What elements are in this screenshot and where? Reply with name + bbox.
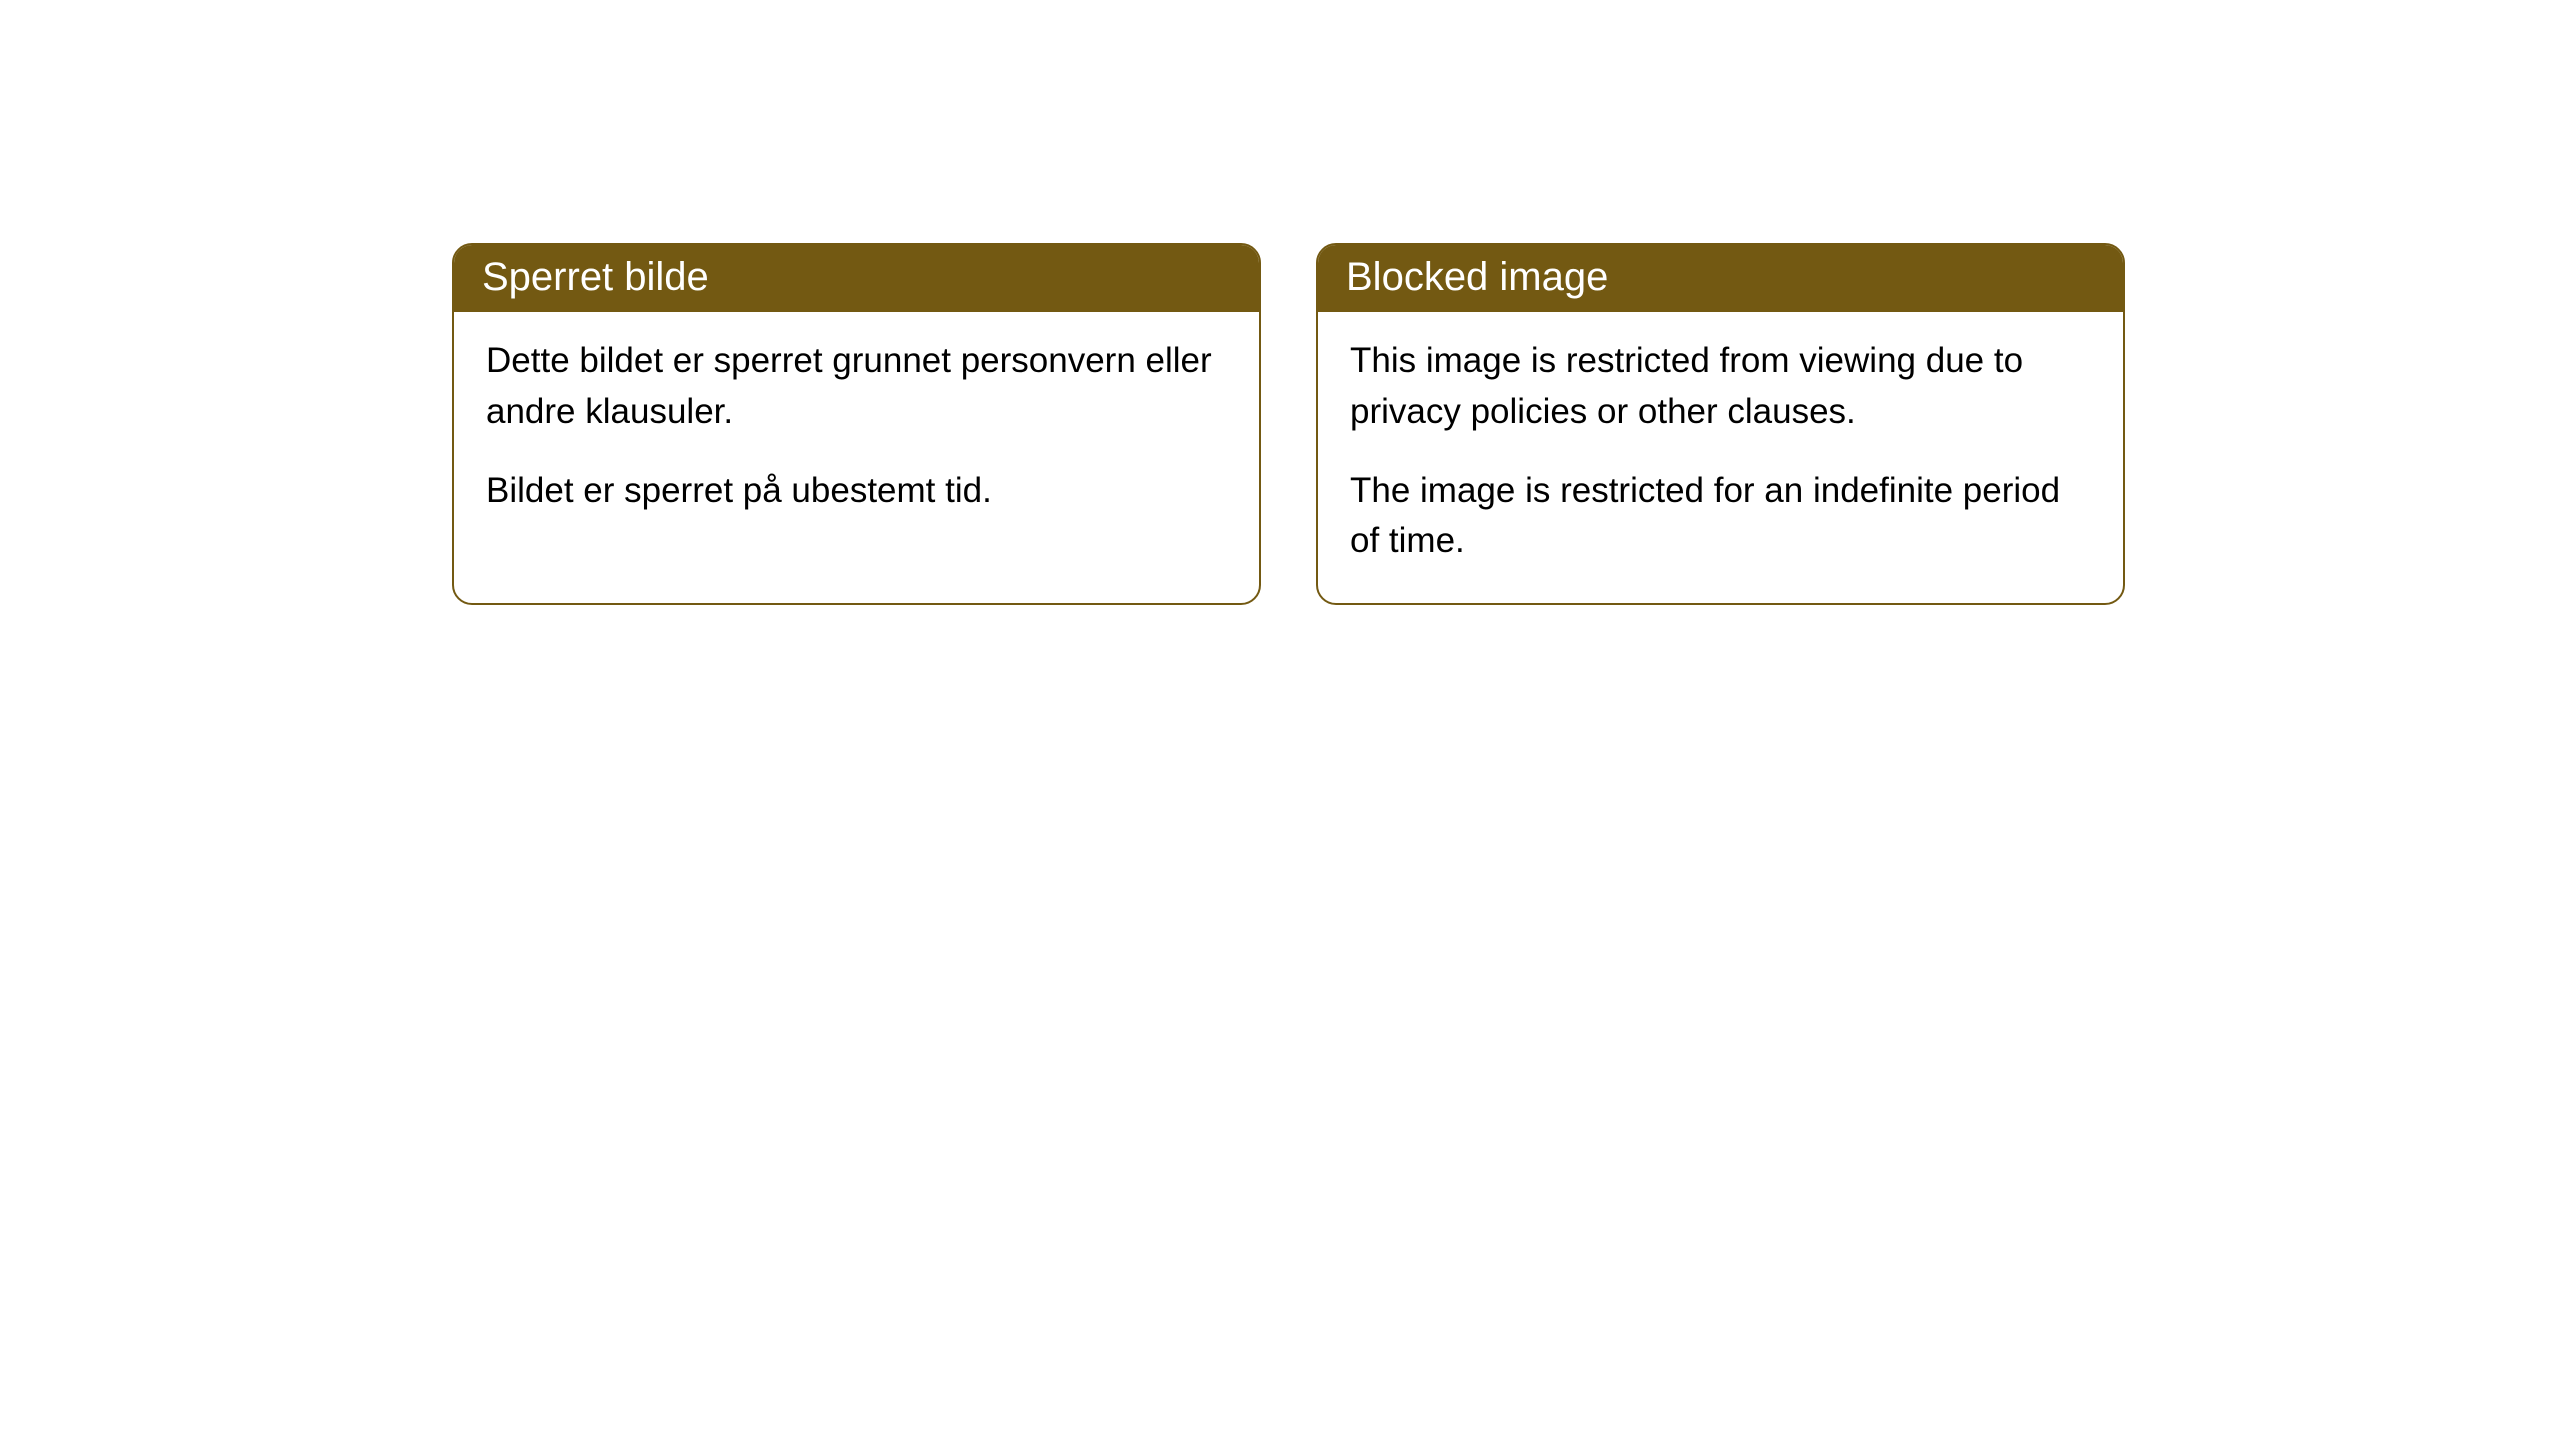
card-header-english: Blocked image bbox=[1318, 245, 2123, 312]
card-paragraph: Bildet er sperret på ubestemt tid. bbox=[486, 466, 1227, 517]
card-title: Sperret bilde bbox=[482, 255, 709, 299]
card-paragraph: This image is restricted from viewing du… bbox=[1350, 336, 2091, 438]
card-title: Blocked image bbox=[1346, 255, 1608, 299]
notice-cards-container: Sperret bilde Dette bildet er sperret gr… bbox=[0, 0, 2560, 605]
card-body-norwegian: Dette bildet er sperret grunnet personve… bbox=[454, 312, 1259, 552]
card-paragraph: Dette bildet er sperret grunnet personve… bbox=[486, 336, 1227, 438]
card-body-english: This image is restricted from viewing du… bbox=[1318, 312, 2123, 603]
card-header-norwegian: Sperret bilde bbox=[454, 245, 1259, 312]
card-paragraph: The image is restricted for an indefinit… bbox=[1350, 466, 2091, 568]
blocked-image-card-english: Blocked image This image is restricted f… bbox=[1316, 243, 2125, 605]
blocked-image-card-norwegian: Sperret bilde Dette bildet er sperret gr… bbox=[452, 243, 1261, 605]
